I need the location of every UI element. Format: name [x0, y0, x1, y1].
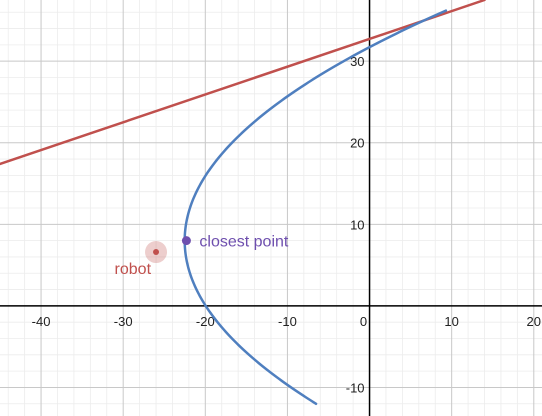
robot-label: robot	[115, 261, 152, 278]
parabola-series	[183, 9, 448, 406]
closest-point-marker	[181, 236, 191, 246]
y-tick-label: 30	[350, 54, 364, 69]
x-tick-label: 10	[444, 314, 458, 329]
x-tick-label: -10	[278, 314, 297, 329]
curves	[0, 0, 486, 406]
tick-labels: -40 -30 -20 -10 0 10 20 -10 10 20 30	[32, 54, 541, 395]
line-series	[0, 0, 486, 166]
y-tick-label: -10	[346, 380, 365, 395]
x-tick-label: -30	[114, 314, 133, 329]
y-tick-label: 10	[350, 217, 364, 232]
x-tick-label: -40	[32, 314, 51, 329]
x-tick-label: -20	[196, 314, 215, 329]
x-tick-label: 0	[360, 314, 367, 329]
x-tick-label: 20	[527, 314, 541, 329]
y-tick-label: 20	[350, 136, 364, 151]
robot-point	[153, 249, 160, 256]
points: robot closest point	[115, 234, 289, 278]
closest-point-label: closest point	[199, 234, 288, 251]
